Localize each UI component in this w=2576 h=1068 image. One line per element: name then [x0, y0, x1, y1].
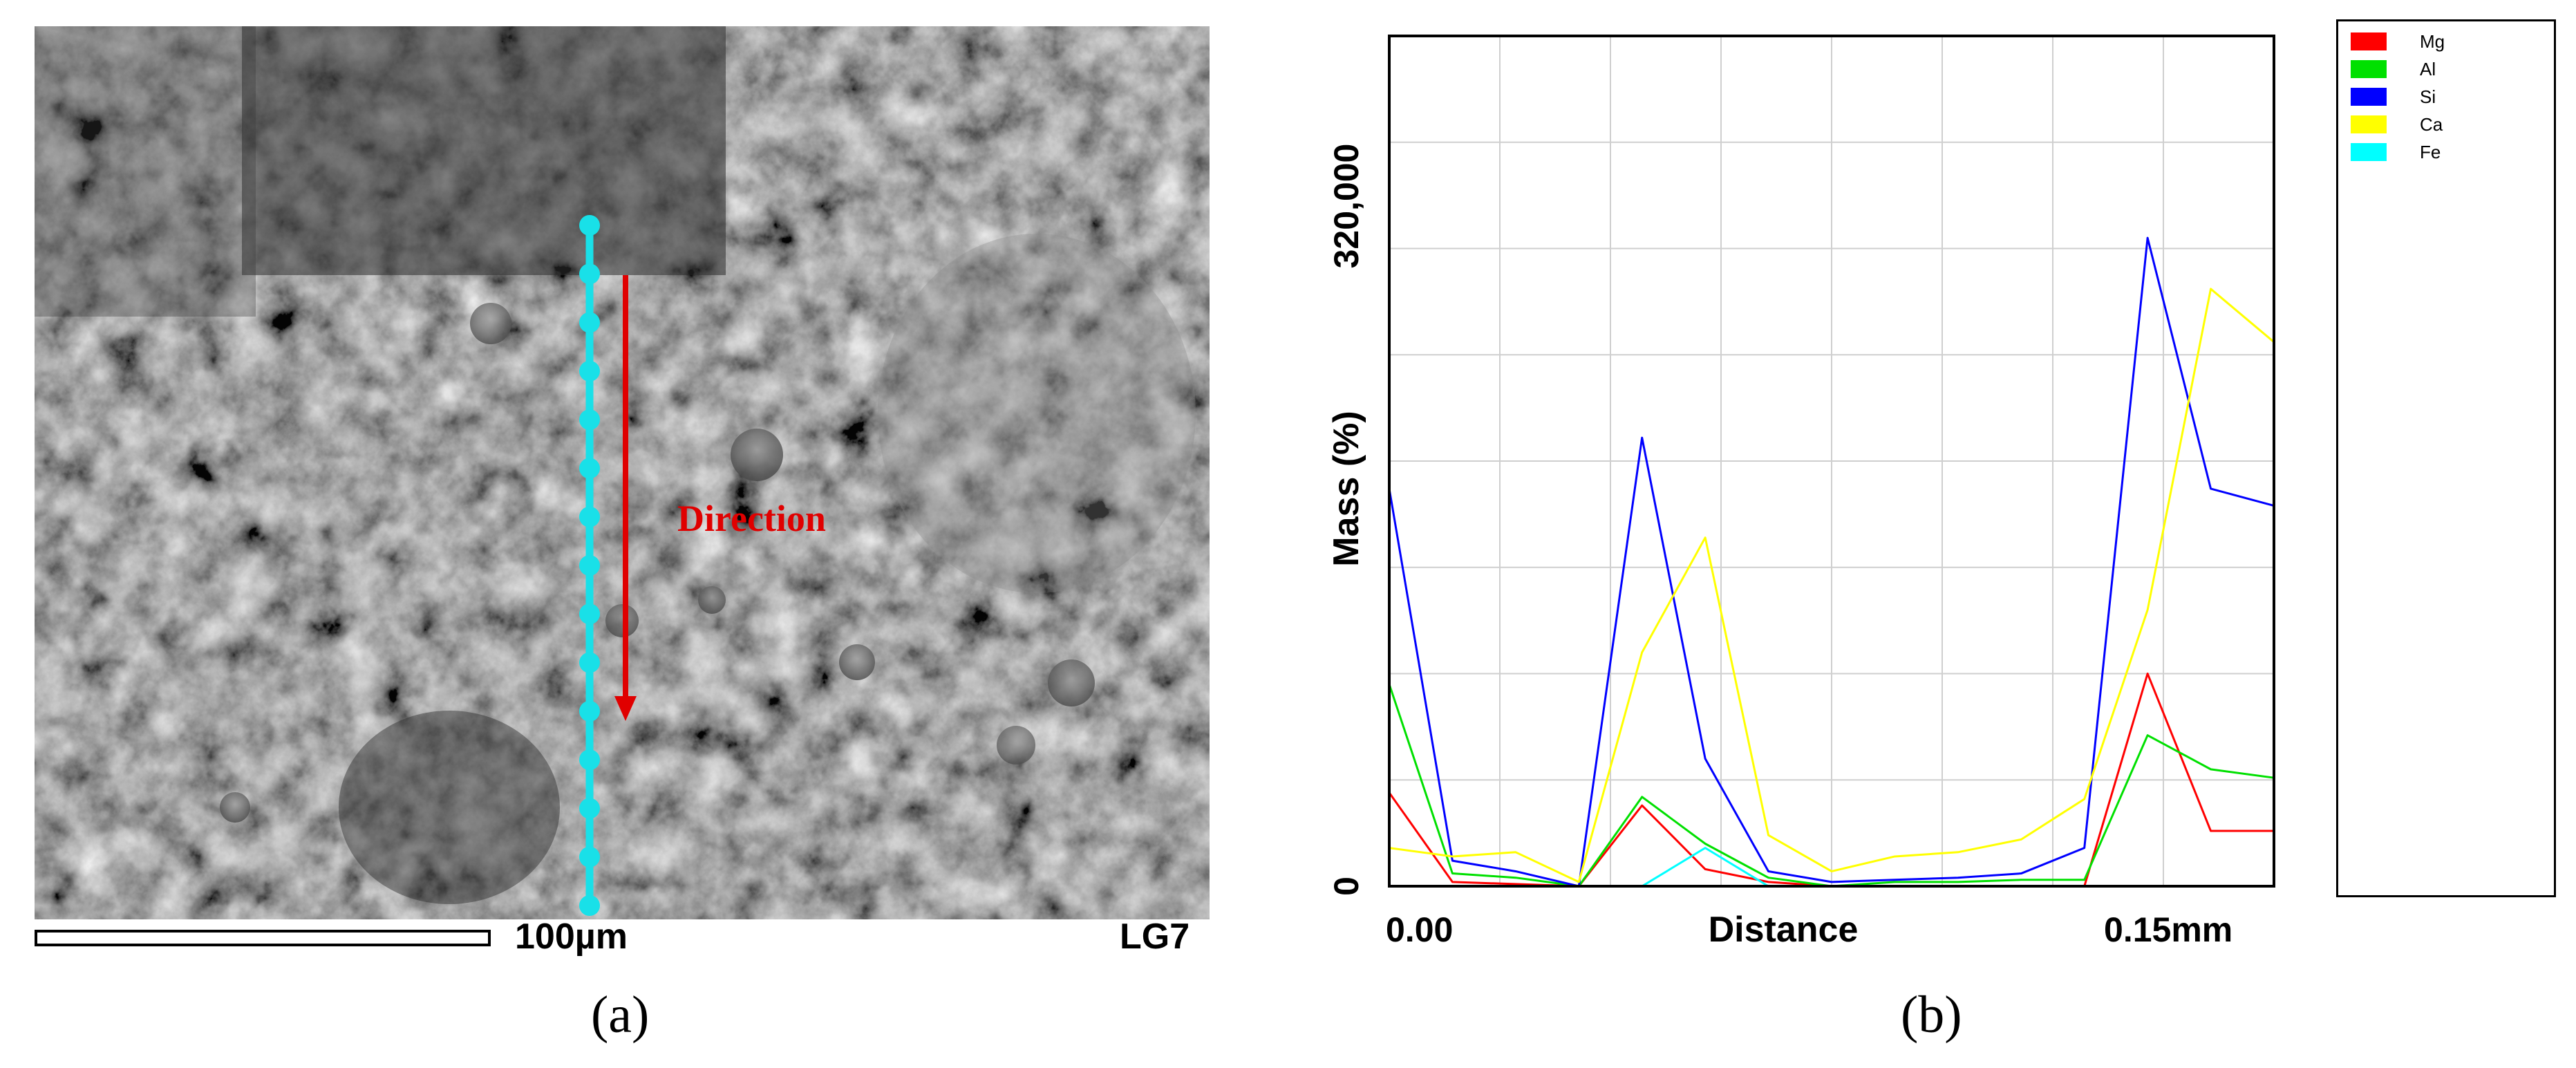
- legend-item-fe: Fe: [2351, 140, 2551, 164]
- y-tick-label: 320,000: [1327, 144, 1366, 269]
- legend-swatch: [2351, 115, 2387, 133]
- legend-swatch: [2351, 88, 2387, 106]
- chart-legend: Mg Al Si Ca Fe: [2336, 19, 2556, 897]
- legend-label: Ca: [2420, 114, 2443, 135]
- series-line-ca: [1389, 288, 2275, 883]
- legend-swatch: [2351, 60, 2387, 78]
- scan-point: [579, 846, 600, 868]
- scale-bar-label: 100µm: [515, 917, 628, 957]
- scan-point: [579, 409, 600, 431]
- mass-line-chart: 0 320,000 0.00 0.15mm Distance Mass (%): [1326, 35, 2275, 950]
- direction-arrowhead: [614, 696, 637, 721]
- legend-item-ca: Ca: [2351, 113, 2551, 136]
- chart-grid: [1389, 36, 2274, 886]
- scan-point: [579, 506, 600, 527]
- scan-point: [579, 700, 600, 722]
- plot-frame: [1388, 35, 2275, 888]
- scan-point: [579, 263, 600, 285]
- legend-label: Si: [2420, 86, 2436, 107]
- x-axis-title: Distance: [1709, 910, 1859, 950]
- scan-point: [579, 360, 600, 382]
- sem-spheres: [220, 303, 1095, 823]
- legend-label: Al: [2420, 59, 2436, 79]
- scan-point: [579, 652, 600, 673]
- sem-image: Direction: [35, 26, 1210, 919]
- scan-point: [579, 749, 600, 771]
- scale-bar: [35, 930, 491, 946]
- panel-a-caption: (a): [591, 986, 650, 1044]
- y-tick-label: 0: [1327, 877, 1366, 896]
- sem-line-scan-overlay: [579, 215, 637, 916]
- scan-point: [579, 555, 600, 576]
- panel-b-caption: (b): [1901, 986, 1962, 1044]
- legend-swatch: [2351, 32, 2387, 50]
- legend-item-mg: Mg: [2351, 30, 2551, 53]
- legend-item-al: Al: [2351, 57, 2551, 81]
- direction-label: Direction: [677, 498, 826, 539]
- series-line-si: [1388, 236, 2275, 888]
- x-tick-label: 0.15mm: [2104, 910, 2232, 949]
- legend-label: Fe: [2420, 142, 2441, 162]
- scan-point: [579, 215, 600, 236]
- legend-item-si: Si: [2351, 85, 2551, 109]
- y-axis-title: Mass (%): [1326, 411, 1366, 566]
- sem-micrograph: Direction: [35, 26, 1210, 919]
- sample-label: LG7: [1120, 917, 1190, 957]
- scan-point: [579, 458, 600, 479]
- legend-label: Mg: [2420, 31, 2445, 52]
- x-tick-label: 0.00: [1386, 910, 1453, 949]
- scan-point: [579, 895, 600, 916]
- scan-point: [579, 312, 600, 333]
- legend-swatch: [2351, 143, 2387, 161]
- scan-point: [579, 603, 600, 625]
- scan-point: [579, 798, 600, 819]
- chart-ticks: 0 320,000 0.00 0.15mm: [1327, 144, 2232, 949]
